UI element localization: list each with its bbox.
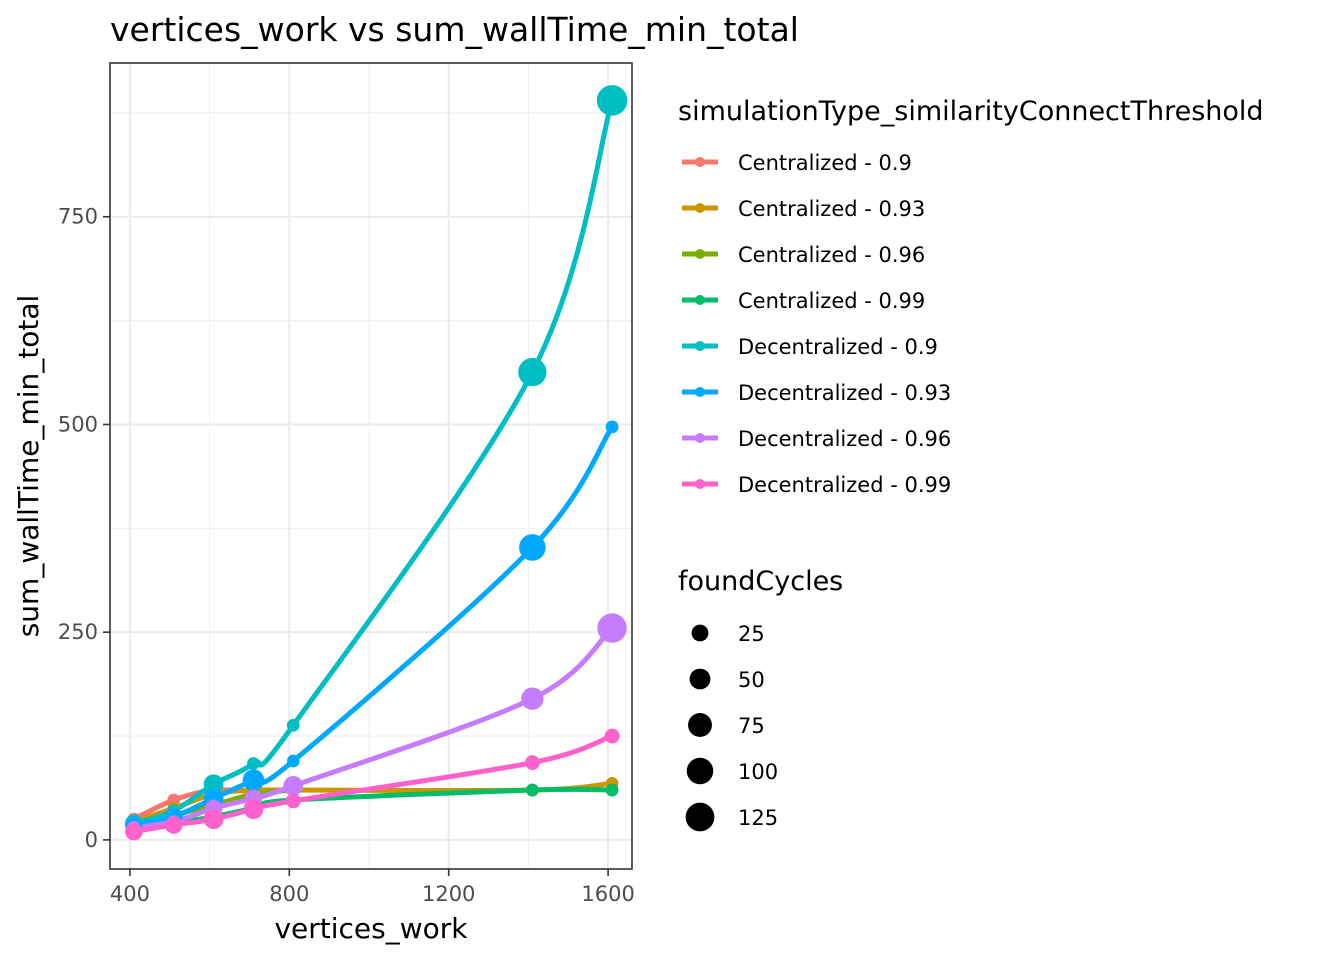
plot-background xyxy=(110,63,632,869)
color-legend: simulationType_similarityConnectThreshol… xyxy=(678,96,1264,497)
data-point xyxy=(605,783,619,797)
data-point xyxy=(521,687,544,710)
x-tick-label: 800 xyxy=(269,882,309,906)
data-point xyxy=(247,757,260,770)
data-point xyxy=(518,357,547,387)
minor-gridlines xyxy=(110,63,632,869)
size-legend-key xyxy=(688,713,712,737)
legend-key-point xyxy=(695,295,705,305)
legend-label: Decentralized - 0.9 xyxy=(738,335,938,359)
y-tick-label: 0 xyxy=(85,828,98,852)
data-point xyxy=(597,613,627,643)
x-axis: 400 800 1200 1600 xyxy=(110,869,635,906)
size-legend: foundCycles 25 50 75 100 125 xyxy=(678,566,843,832)
size-legend-label: 50 xyxy=(738,668,765,692)
color-legend-title: simulationType_similarityConnectThreshol… xyxy=(678,96,1264,127)
y-axis-label: sum_wallTime_min_total xyxy=(12,295,45,638)
data-point xyxy=(605,420,619,434)
size-legend-key xyxy=(691,624,709,642)
data-point xyxy=(203,774,224,795)
legend-key-point xyxy=(695,479,705,489)
legend-key-point xyxy=(695,203,705,213)
data-point xyxy=(243,799,264,820)
y-tick-label: 750 xyxy=(58,205,98,229)
data-point xyxy=(519,534,546,561)
x-tick-label: 1200 xyxy=(422,882,475,906)
chart-title: vertices_work vs sum_wallTime_min_total xyxy=(110,10,799,49)
color-legend-items: Centralized - 0.9 Centralized - 0.93 Centr… xyxy=(682,151,951,497)
legend-label: Centralized - 0.9 xyxy=(738,151,912,175)
data-point xyxy=(203,809,224,830)
size-legend-label: 25 xyxy=(738,622,765,646)
series-points xyxy=(125,85,628,841)
size-legend-key xyxy=(686,757,714,785)
legend-label: Centralized - 0.96 xyxy=(738,243,925,267)
data-point xyxy=(286,718,300,732)
size-legend-label: 75 xyxy=(738,714,765,738)
data-point xyxy=(164,816,183,834)
x-tick-label: 400 xyxy=(110,882,150,906)
size-legend-key xyxy=(689,668,711,690)
legend-key-point xyxy=(695,341,705,351)
data-point xyxy=(242,769,265,791)
legend-label: Decentralized - 0.99 xyxy=(738,473,951,497)
legend-label: Centralized - 0.99 xyxy=(738,289,925,313)
legend-key-point xyxy=(695,387,705,397)
data-point xyxy=(285,793,301,809)
data-point xyxy=(286,754,300,768)
y-axis: 0 250 500 750 xyxy=(58,205,110,852)
size-legend-title: foundCycles xyxy=(678,566,843,597)
data-point xyxy=(524,755,540,771)
x-tick-label: 1600 xyxy=(581,882,634,906)
data-point xyxy=(525,783,539,797)
size-legend-label: 100 xyxy=(738,760,778,784)
legend-label: Decentralized - 0.93 xyxy=(738,381,951,405)
x-axis-label: vertices_work xyxy=(274,912,468,945)
legend-label: Decentralized - 0.96 xyxy=(738,427,951,451)
data-point xyxy=(604,728,620,744)
data-point xyxy=(283,776,304,796)
y-tick-label: 500 xyxy=(58,412,98,436)
size-legend-label: 125 xyxy=(738,806,778,830)
legend-key-point xyxy=(695,157,705,167)
data-point xyxy=(596,85,628,116)
plot-panel xyxy=(109,62,633,870)
legend-key-point xyxy=(695,249,705,259)
legend-label: Centralized - 0.93 xyxy=(738,197,925,221)
plot-border xyxy=(109,62,633,870)
series-line xyxy=(131,424,615,828)
data-point xyxy=(125,822,143,841)
size-legend-items: 25 50 75 100 125 xyxy=(685,622,778,832)
legend-key-point xyxy=(695,433,705,443)
size-legend-key xyxy=(685,802,715,832)
y-tick-label: 250 xyxy=(58,620,98,644)
